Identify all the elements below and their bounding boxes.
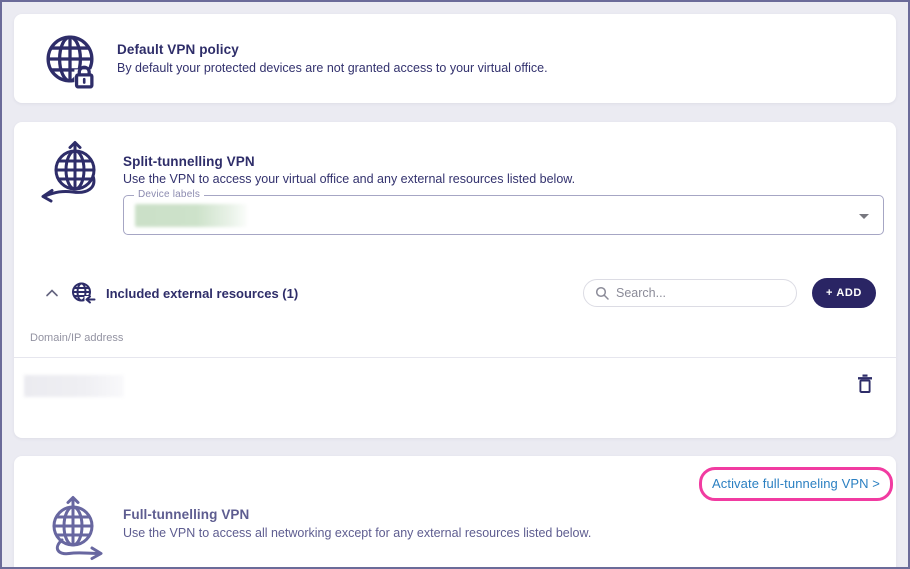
resources-search (583, 279, 797, 307)
globe-full-tunnel-icon (35, 490, 111, 567)
device-labels-select[interactable]: Device labels (123, 189, 884, 235)
full-tunnelling-card: Activate full-tunneling VPN > Full-tunne… (14, 456, 896, 567)
default-policy-title: Default VPN policy (117, 42, 239, 57)
full-tunnelling-title: Full-tunnelling VPN (123, 507, 250, 522)
table-divider (14, 357, 896, 358)
split-tunnelling-description: Use the VPN to access your virtual offic… (123, 172, 576, 186)
chevron-down-icon[interactable] (859, 214, 869, 219)
full-tunnelling-description: Use the VPN to access all networking exc… (123, 526, 592, 540)
collapse-resources-button[interactable] (45, 288, 59, 298)
split-tunnelling-title: Split-tunnelling VPN (123, 154, 255, 169)
globe-lock-icon (35, 24, 105, 94)
device-labels-label: Device labels (134, 189, 205, 200)
default-vpn-policy-card: Default VPN policy By default your prote… (14, 14, 896, 103)
trash-icon (858, 374, 872, 393)
domain-value-redacted (24, 375, 124, 397)
domain-ip-column-header: Domain/IP address (30, 332, 124, 344)
globe-import-icon (70, 281, 96, 305)
add-resource-button[interactable]: + ADD (812, 278, 876, 308)
device-label-chip-redacted (135, 204, 247, 227)
activate-link-highlight: Activate full-tunneling VPN > (698, 467, 893, 501)
resource-table-row (14, 358, 896, 434)
activate-full-tunneling-link[interactable]: Activate full-tunneling VPN > (711, 476, 880, 491)
globe-split-tunnel-icon (35, 140, 111, 235)
search-icon (595, 286, 609, 300)
split-tunnelling-card: Split-tunnelling VPN Use the VPN to acce… (14, 122, 896, 438)
chevron-up-icon (46, 289, 58, 297)
delete-resource-button[interactable] (854, 372, 876, 397)
included-resources-header: Included external resources (1) (106, 285, 299, 301)
default-policy-description: By default your protected devices are no… (117, 61, 548, 75)
search-input[interactable] (616, 286, 776, 300)
